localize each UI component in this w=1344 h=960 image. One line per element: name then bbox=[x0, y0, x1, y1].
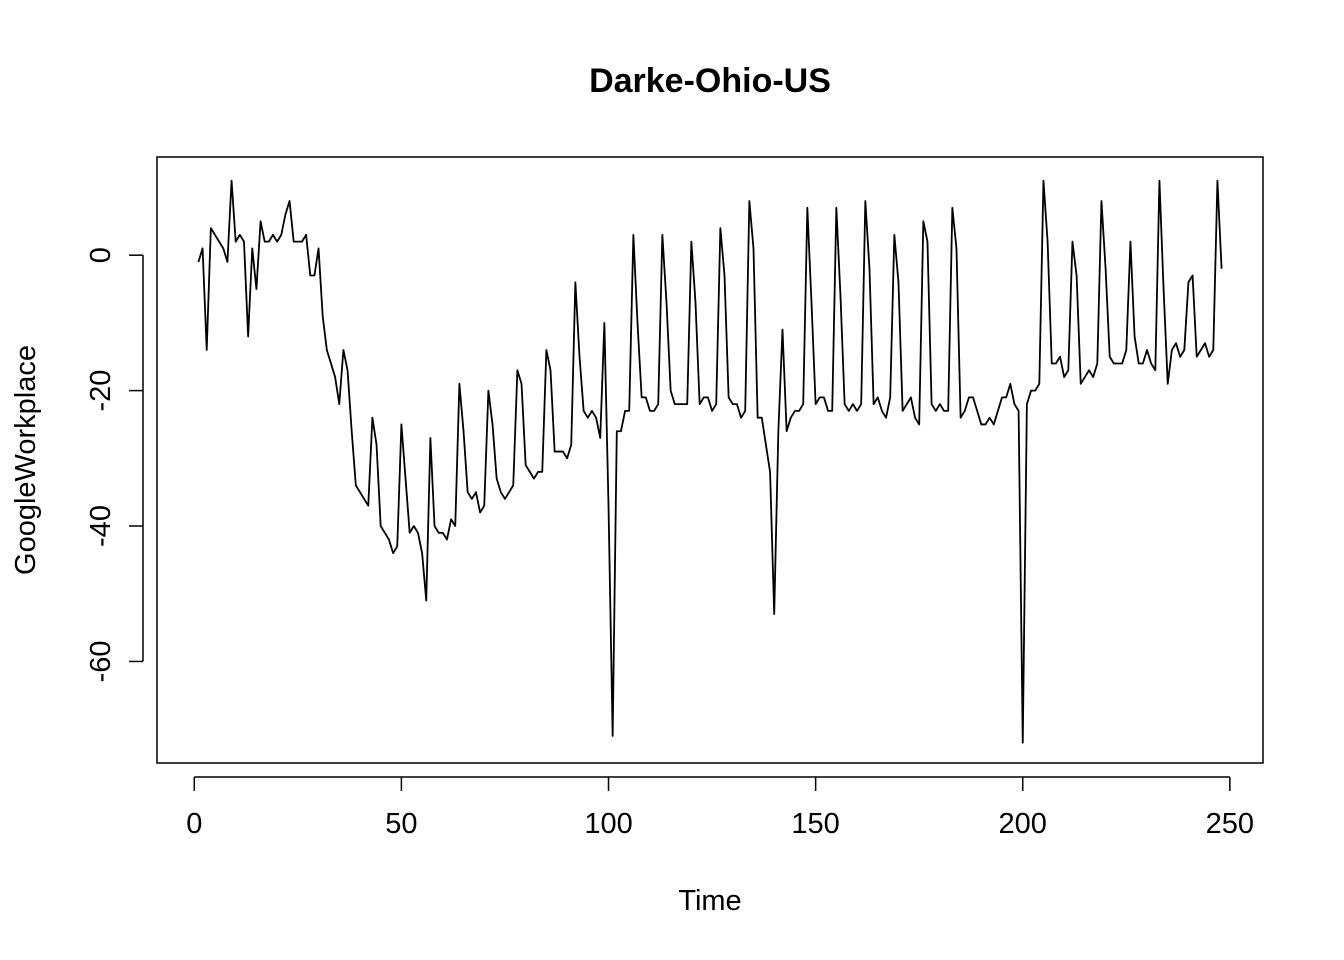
series-layer bbox=[197, 179, 1223, 744]
y-tick-label: 0 bbox=[85, 247, 117, 263]
chart-title: Darke-Ohio-US bbox=[589, 62, 831, 100]
y-axis: 0 -20 -40 -60 bbox=[85, 247, 144, 682]
x-tick-label: 50 bbox=[385, 808, 417, 840]
x-tick-label: 100 bbox=[584, 808, 632, 840]
y-axis-label: GoogleWorkplace bbox=[10, 345, 42, 575]
x-axis: 0 50 100 150 200 250 bbox=[186, 776, 1254, 840]
x-tick-label: 200 bbox=[999, 808, 1047, 840]
x-axis-label: Time bbox=[678, 885, 741, 917]
y-tick-label: -20 bbox=[85, 370, 117, 412]
series-line-0 bbox=[197, 179, 1223, 744]
x-tick-label: 150 bbox=[791, 808, 839, 840]
y-tick-label: -40 bbox=[85, 505, 117, 547]
y-tick-label: -60 bbox=[85, 640, 117, 682]
x-tick-label: 0 bbox=[186, 808, 202, 840]
x-tick-label: 250 bbox=[1206, 808, 1254, 840]
plot-frame bbox=[156, 156, 1264, 764]
